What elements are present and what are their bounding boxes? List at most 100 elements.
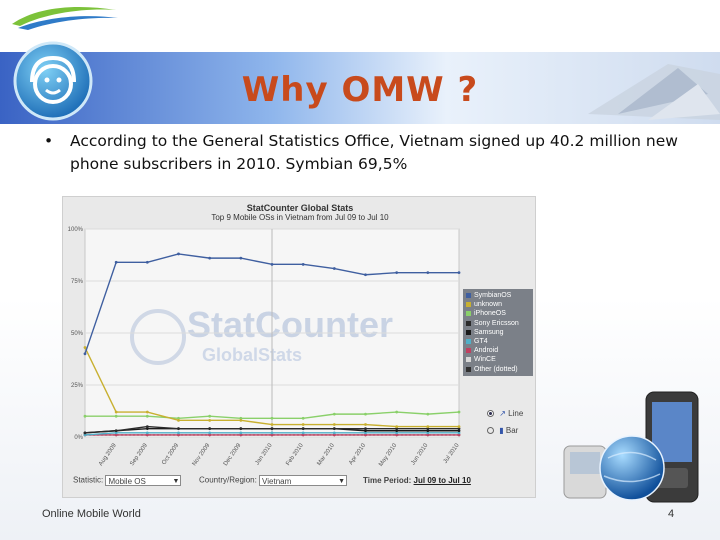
bar-radio-button[interactable] bbox=[487, 427, 494, 435]
data-point bbox=[208, 431, 212, 435]
data-point bbox=[83, 414, 87, 418]
data-point bbox=[270, 262, 274, 266]
footer-text: Online Mobile World bbox=[42, 508, 141, 520]
legend-swatch bbox=[466, 293, 471, 299]
legend-item[interactable]: Other (dotted) bbox=[466, 365, 530, 374]
statistic-label: Statistic: bbox=[73, 475, 104, 485]
chart-subtitle: Top 9 Mobile OSs in Vietnam from Jul 09 … bbox=[211, 213, 389, 222]
country-select-value: Vietnam bbox=[262, 477, 292, 486]
data-point bbox=[457, 429, 461, 433]
legend-item[interactable]: Sony Ericsson bbox=[466, 319, 530, 328]
data-point bbox=[332, 433, 336, 437]
x-tick-label: Jan 2010 bbox=[255, 442, 274, 466]
data-point bbox=[426, 433, 430, 437]
bullet-text: According to the General Statistics Offi… bbox=[70, 132, 678, 173]
legend-label: Sony Ericsson bbox=[474, 319, 519, 327]
data-point bbox=[301, 416, 305, 420]
legend-label: WinCE bbox=[474, 356, 496, 364]
legend-item[interactable]: iPhoneOS bbox=[466, 309, 530, 318]
pie-chart-decoration-icon bbox=[588, 64, 720, 120]
data-point bbox=[395, 410, 399, 414]
data-point bbox=[426, 427, 430, 431]
country-label: Country/Region: bbox=[199, 475, 257, 485]
legend-item[interactable]: Android bbox=[466, 346, 530, 355]
legend-label: Android bbox=[474, 347, 499, 355]
x-tick-label: Mar 2010 bbox=[317, 442, 337, 467]
statistic-select[interactable]: Mobile OS ▼ bbox=[105, 475, 182, 486]
line-radio-button[interactable] bbox=[487, 410, 494, 418]
data-point bbox=[83, 346, 87, 349]
data-point bbox=[364, 423, 367, 426]
period-link[interactable]: Jul 09 to Jul 10 bbox=[413, 476, 471, 485]
data-point bbox=[395, 427, 399, 431]
x-tick-label: Jun 2010 bbox=[410, 442, 429, 466]
data-point bbox=[270, 433, 274, 437]
data-point bbox=[457, 433, 461, 437]
watermark-globe-icon bbox=[130, 309, 186, 365]
legend-item[interactable]: SymbianOS bbox=[466, 291, 530, 300]
x-tick-label: Feb 2010 bbox=[285, 442, 305, 467]
data-point bbox=[114, 414, 118, 418]
x-tick-label: Oct 2009 bbox=[161, 442, 180, 466]
data-point bbox=[332, 423, 336, 426]
legend-swatch bbox=[466, 357, 471, 363]
legend-swatch bbox=[466, 366, 471, 372]
headset-avatar-icon bbox=[13, 41, 93, 121]
data-point bbox=[426, 412, 430, 416]
data-point bbox=[457, 271, 461, 275]
line-radio[interactable]: ↗ Line bbox=[487, 409, 523, 418]
legend-swatch bbox=[466, 302, 471, 308]
watermark-sub: GlobalStats bbox=[202, 345, 302, 365]
data-point bbox=[332, 427, 336, 431]
data-point bbox=[301, 262, 305, 266]
x-tick-label: Sep 2009 bbox=[129, 442, 149, 467]
data-point bbox=[208, 256, 212, 260]
data-point bbox=[83, 431, 87, 435]
bar-chart-icon: ▮ bbox=[499, 426, 504, 435]
legend-swatch bbox=[466, 311, 471, 317]
data-point bbox=[457, 425, 461, 428]
x-tick-label: Apr 2010 bbox=[348, 442, 367, 466]
data-point bbox=[145, 431, 149, 435]
data-point bbox=[83, 352, 87, 356]
x-tick-label: Dec 2009 bbox=[223, 442, 243, 467]
y-tick-label: 25% bbox=[71, 383, 84, 389]
data-point bbox=[301, 431, 305, 435]
data-point bbox=[364, 433, 367, 437]
data-point bbox=[208, 418, 212, 422]
data-point bbox=[457, 410, 461, 414]
legend-item[interactable]: GT4 bbox=[466, 337, 530, 346]
data-point bbox=[83, 433, 87, 437]
country-select[interactable]: Vietnam ▼ bbox=[259, 475, 348, 486]
data-point bbox=[457, 431, 461, 435]
y-tick-label: 50% bbox=[71, 331, 84, 337]
data-point bbox=[395, 425, 399, 428]
data-point bbox=[364, 431, 367, 435]
data-point bbox=[270, 423, 274, 426]
legend-item[interactable]: Samsung bbox=[466, 328, 530, 337]
x-tick-label: Aug 2009 bbox=[98, 442, 118, 467]
bullet-point: • According to the General Statistics Of… bbox=[44, 130, 684, 176]
data-point bbox=[145, 410, 149, 414]
chevron-down-icon: ▼ bbox=[338, 478, 346, 485]
chevron-down-icon: ▼ bbox=[172, 478, 180, 485]
data-point bbox=[114, 433, 118, 437]
legend-item[interactable]: unknown bbox=[466, 300, 530, 309]
bar-radio-label: Bar bbox=[505, 426, 519, 435]
data-point bbox=[145, 425, 149, 428]
x-tick-label: Jul 2010 bbox=[443, 442, 461, 465]
y-tick-label: 100% bbox=[68, 227, 84, 233]
legend-label: unknown bbox=[474, 301, 503, 309]
data-point bbox=[208, 427, 212, 431]
data-point bbox=[208, 414, 212, 418]
chart-title: StatCounter Global Stats bbox=[246, 203, 354, 213]
x-tick-label: Nov 2009 bbox=[192, 442, 212, 467]
bar-radio[interactable]: ▮ Bar bbox=[487, 426, 518, 435]
legend-item[interactable]: WinCE bbox=[466, 355, 530, 364]
data-point bbox=[114, 429, 118, 433]
data-point bbox=[145, 414, 149, 418]
period-control: Time Period: Jul 09 to Jul 10 bbox=[363, 476, 471, 485]
data-point bbox=[426, 429, 430, 433]
data-point bbox=[364, 412, 367, 416]
